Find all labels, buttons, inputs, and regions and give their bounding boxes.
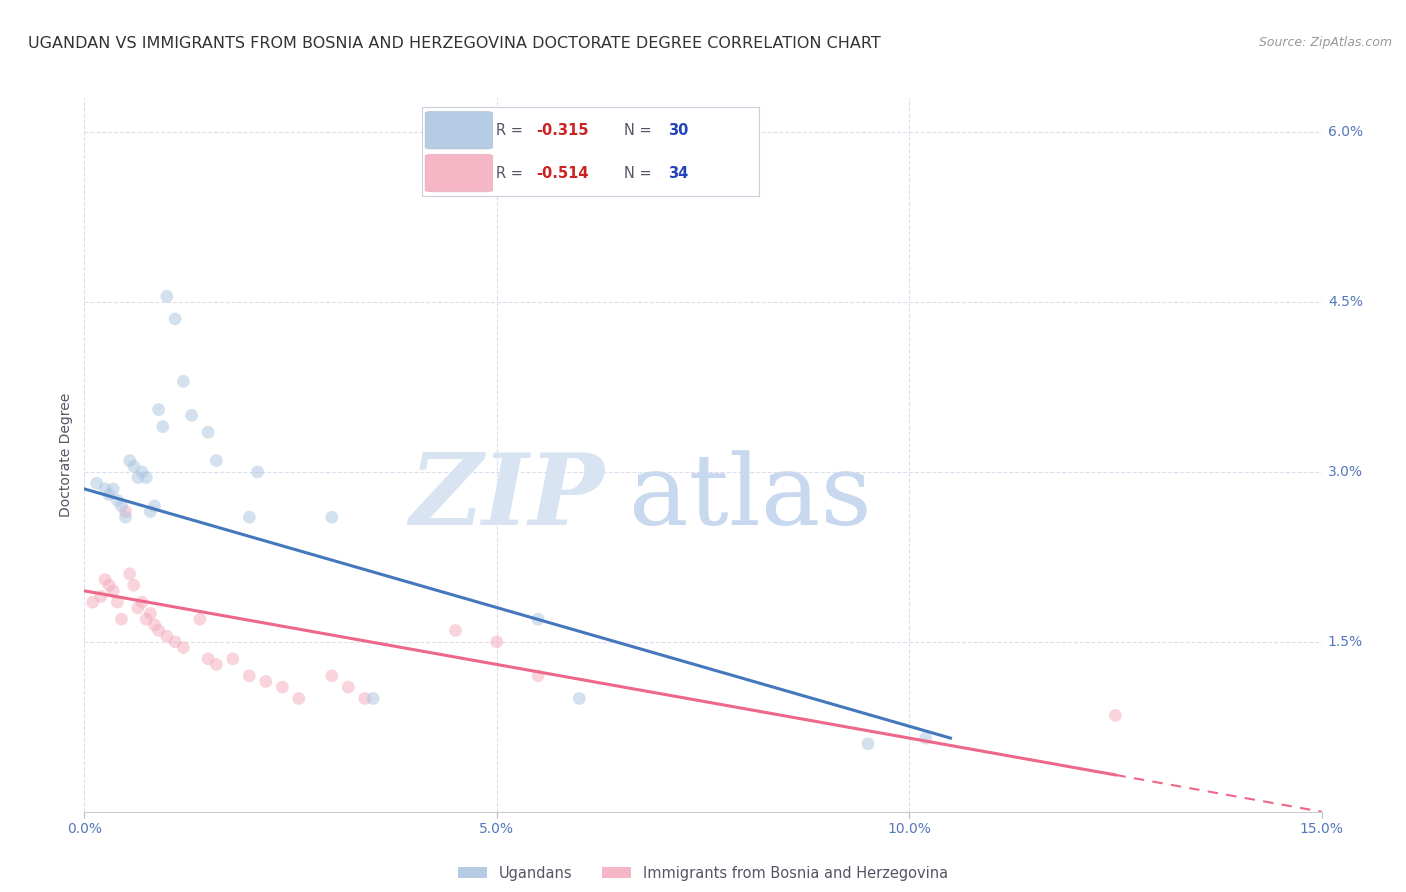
Point bbox=[148, 402, 170, 417]
Point bbox=[321, 669, 343, 683]
Point bbox=[135, 612, 157, 626]
Point bbox=[122, 459, 145, 474]
Point bbox=[527, 612, 550, 626]
Text: R =: R = bbox=[496, 123, 527, 137]
Point bbox=[103, 583, 125, 598]
Point bbox=[222, 652, 245, 666]
Point bbox=[143, 617, 166, 632]
Point bbox=[254, 674, 277, 689]
Point bbox=[122, 578, 145, 592]
Point bbox=[156, 629, 179, 643]
Point bbox=[444, 624, 467, 638]
Text: 30: 30 bbox=[668, 123, 689, 137]
Point bbox=[131, 595, 153, 609]
Point bbox=[143, 499, 166, 513]
Point bbox=[165, 312, 187, 326]
Point bbox=[114, 510, 136, 524]
Text: 6.0%: 6.0% bbox=[1327, 125, 1362, 139]
Point bbox=[105, 595, 128, 609]
Point bbox=[103, 482, 125, 496]
Point bbox=[127, 470, 149, 484]
Point bbox=[238, 510, 260, 524]
Point bbox=[86, 476, 108, 491]
Point bbox=[110, 612, 132, 626]
Point bbox=[246, 465, 269, 479]
Text: ZIP: ZIP bbox=[409, 450, 605, 546]
Point bbox=[139, 607, 162, 621]
Point bbox=[172, 374, 194, 388]
FancyBboxPatch shape bbox=[425, 154, 492, 192]
Point bbox=[152, 419, 174, 434]
Point bbox=[118, 566, 141, 581]
Point bbox=[131, 465, 153, 479]
Point bbox=[156, 289, 179, 303]
Text: 3.0%: 3.0% bbox=[1327, 465, 1362, 479]
Point bbox=[94, 573, 117, 587]
Text: N =: N = bbox=[624, 123, 657, 137]
Text: R =: R = bbox=[496, 166, 527, 180]
Point bbox=[90, 590, 112, 604]
Point bbox=[135, 470, 157, 484]
Y-axis label: Doctorate Degree: Doctorate Degree bbox=[59, 392, 73, 517]
Point bbox=[110, 499, 132, 513]
Point bbox=[127, 600, 149, 615]
Point bbox=[94, 482, 117, 496]
Legend: Ugandans, Immigrants from Bosnia and Herzegovina: Ugandans, Immigrants from Bosnia and Her… bbox=[453, 860, 953, 887]
Point bbox=[205, 657, 228, 672]
Point bbox=[361, 691, 384, 706]
Point bbox=[568, 691, 591, 706]
Point bbox=[188, 612, 211, 626]
Point bbox=[527, 669, 550, 683]
Text: Source: ZipAtlas.com: Source: ZipAtlas.com bbox=[1258, 36, 1392, 49]
Point bbox=[82, 595, 104, 609]
Point bbox=[105, 493, 128, 508]
Text: N =: N = bbox=[624, 166, 657, 180]
Text: 4.5%: 4.5% bbox=[1327, 295, 1362, 309]
FancyBboxPatch shape bbox=[425, 112, 492, 149]
Point bbox=[353, 691, 375, 706]
Text: 34: 34 bbox=[668, 166, 689, 180]
Point bbox=[856, 737, 879, 751]
Point bbox=[197, 652, 219, 666]
Point bbox=[172, 640, 194, 655]
Point bbox=[197, 425, 219, 440]
Text: -0.315: -0.315 bbox=[537, 123, 589, 137]
Point bbox=[337, 680, 360, 694]
Point bbox=[205, 453, 228, 467]
Point bbox=[118, 453, 141, 467]
Point bbox=[180, 409, 202, 423]
Point bbox=[139, 504, 162, 518]
Text: -0.514: -0.514 bbox=[537, 166, 589, 180]
Point bbox=[321, 510, 343, 524]
Point bbox=[485, 635, 508, 649]
Text: UGANDAN VS IMMIGRANTS FROM BOSNIA AND HERZEGOVINA DOCTORATE DEGREE CORRELATION C: UGANDAN VS IMMIGRANTS FROM BOSNIA AND HE… bbox=[28, 36, 882, 51]
Point bbox=[238, 669, 260, 683]
Point bbox=[914, 731, 936, 745]
Point bbox=[165, 635, 187, 649]
Point bbox=[148, 624, 170, 638]
Point bbox=[271, 680, 294, 694]
Text: atlas: atlas bbox=[628, 450, 872, 546]
Point bbox=[98, 487, 121, 501]
Point bbox=[98, 578, 121, 592]
Text: 1.5%: 1.5% bbox=[1327, 635, 1362, 648]
Point bbox=[288, 691, 311, 706]
Point bbox=[1104, 708, 1126, 723]
Point bbox=[114, 504, 136, 518]
